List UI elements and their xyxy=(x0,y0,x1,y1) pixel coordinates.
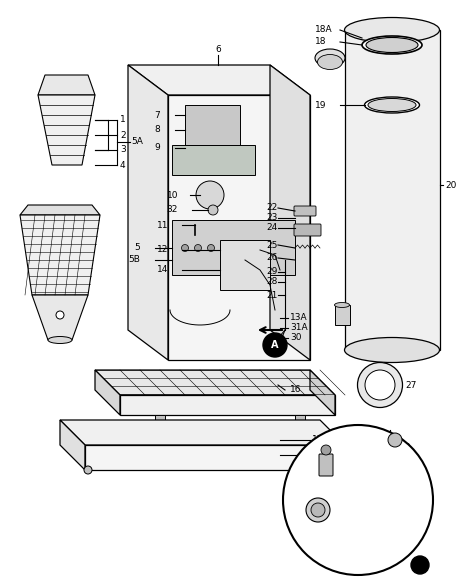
Polygon shape xyxy=(185,105,240,145)
Text: 15: 15 xyxy=(400,510,411,520)
Polygon shape xyxy=(295,415,305,425)
Text: 32: 32 xyxy=(167,205,178,215)
Polygon shape xyxy=(85,445,345,470)
Text: 26: 26 xyxy=(266,253,278,263)
Polygon shape xyxy=(172,220,295,275)
Circle shape xyxy=(283,425,433,575)
Circle shape xyxy=(208,245,215,252)
Polygon shape xyxy=(168,95,310,360)
Circle shape xyxy=(196,181,224,209)
Circle shape xyxy=(321,445,331,455)
Text: 16A: 16A xyxy=(332,451,350,459)
Polygon shape xyxy=(270,65,310,360)
Text: 7: 7 xyxy=(154,111,160,119)
FancyBboxPatch shape xyxy=(319,454,333,476)
Circle shape xyxy=(411,556,429,574)
Text: 5B: 5B xyxy=(128,256,140,264)
Circle shape xyxy=(182,245,189,252)
Polygon shape xyxy=(95,370,120,415)
Text: 17: 17 xyxy=(312,436,323,444)
Text: A: A xyxy=(271,340,279,350)
Circle shape xyxy=(194,245,201,252)
Ellipse shape xyxy=(362,36,422,54)
FancyBboxPatch shape xyxy=(294,224,321,236)
Text: 25: 25 xyxy=(266,241,278,249)
Polygon shape xyxy=(20,205,100,215)
Text: 3: 3 xyxy=(120,146,126,154)
Circle shape xyxy=(388,433,402,447)
FancyBboxPatch shape xyxy=(294,206,316,216)
Ellipse shape xyxy=(366,38,418,53)
Ellipse shape xyxy=(357,362,402,408)
Circle shape xyxy=(56,311,64,319)
Polygon shape xyxy=(155,415,165,425)
Polygon shape xyxy=(335,305,350,325)
Ellipse shape xyxy=(318,55,343,70)
Text: 28: 28 xyxy=(266,277,278,287)
Circle shape xyxy=(208,205,218,215)
Polygon shape xyxy=(172,145,255,175)
Polygon shape xyxy=(128,65,310,95)
Polygon shape xyxy=(38,95,95,165)
Text: 6: 6 xyxy=(215,45,221,55)
Polygon shape xyxy=(20,215,100,295)
Text: 20: 20 xyxy=(445,180,456,190)
Polygon shape xyxy=(345,30,440,350)
Text: 21: 21 xyxy=(266,291,278,299)
Text: 13A: 13A xyxy=(290,314,308,322)
Circle shape xyxy=(306,498,330,522)
Polygon shape xyxy=(350,495,395,530)
Polygon shape xyxy=(32,295,88,340)
Text: 5: 5 xyxy=(134,244,140,252)
Text: 27: 27 xyxy=(405,380,416,390)
Text: 33: 33 xyxy=(300,463,311,473)
Text: 24: 24 xyxy=(267,223,278,233)
Ellipse shape xyxy=(365,370,395,400)
Ellipse shape xyxy=(368,99,416,111)
Ellipse shape xyxy=(345,17,439,42)
Text: 31: 31 xyxy=(297,506,309,514)
Text: 10: 10 xyxy=(166,190,178,200)
Polygon shape xyxy=(95,370,335,395)
Text: 18A: 18A xyxy=(315,26,333,34)
Text: 16: 16 xyxy=(290,386,301,394)
Text: 22: 22 xyxy=(267,204,278,212)
Circle shape xyxy=(311,503,325,517)
Circle shape xyxy=(220,245,228,252)
Circle shape xyxy=(84,466,92,474)
Polygon shape xyxy=(120,395,335,415)
Ellipse shape xyxy=(48,336,72,343)
Ellipse shape xyxy=(200,134,240,146)
Ellipse shape xyxy=(335,303,349,307)
Polygon shape xyxy=(60,420,345,445)
Text: 19: 19 xyxy=(315,100,327,110)
Text: 1: 1 xyxy=(120,115,126,125)
Text: 4: 4 xyxy=(120,161,126,169)
Polygon shape xyxy=(60,420,85,470)
Text: 11: 11 xyxy=(156,220,168,230)
Polygon shape xyxy=(128,65,168,360)
Ellipse shape xyxy=(365,97,419,113)
Ellipse shape xyxy=(345,338,439,362)
Text: 9: 9 xyxy=(154,143,160,153)
Text: 23: 23 xyxy=(266,213,278,223)
Text: 30: 30 xyxy=(290,334,301,343)
Text: 8: 8 xyxy=(154,125,160,135)
Text: 29: 29 xyxy=(266,267,278,277)
Text: 18: 18 xyxy=(315,38,327,46)
Text: 31A: 31A xyxy=(290,324,308,332)
Ellipse shape xyxy=(315,49,345,67)
Text: 14: 14 xyxy=(156,266,168,274)
Circle shape xyxy=(263,333,287,357)
Text: 13: 13 xyxy=(400,444,411,452)
Text: A: A xyxy=(417,560,423,570)
Polygon shape xyxy=(310,370,335,415)
Text: 5A: 5A xyxy=(131,137,143,147)
Polygon shape xyxy=(38,75,95,95)
Text: 12: 12 xyxy=(156,245,168,255)
Polygon shape xyxy=(220,240,270,290)
Text: 2: 2 xyxy=(120,130,126,140)
Circle shape xyxy=(234,245,240,252)
